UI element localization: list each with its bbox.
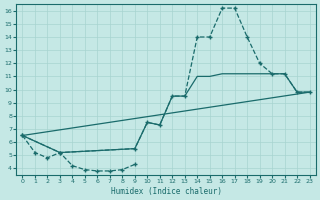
X-axis label: Humidex (Indice chaleur): Humidex (Indice chaleur) — [110, 187, 221, 196]
